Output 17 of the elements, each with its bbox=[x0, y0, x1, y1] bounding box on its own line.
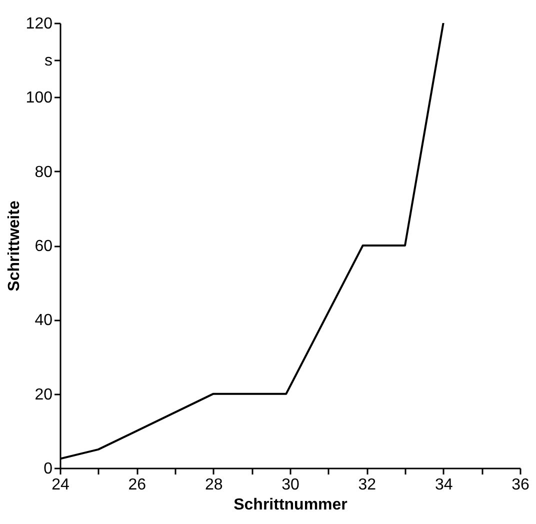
x-tick-label: 30 bbox=[282, 476, 300, 494]
x-axis-title: Schrittnummer bbox=[234, 496, 348, 514]
y-axis-title: Schrittweite bbox=[6, 200, 23, 292]
y-tick-label: 80 bbox=[34, 164, 53, 181]
y-tick-label: 0 bbox=[44, 460, 53, 478]
x-tick-label: 28 bbox=[204, 476, 223, 494]
x-tick-label: 36 bbox=[512, 476, 530, 494]
y-tick-label: 40 bbox=[34, 312, 53, 330]
x-tick-label: 34 bbox=[434, 476, 453, 494]
x-tick-label: 24 bbox=[52, 476, 70, 494]
y-tick-label: 60 bbox=[34, 238, 53, 255]
x-tick-label: 32 bbox=[358, 476, 376, 494]
y-tick-label: 120 bbox=[26, 16, 53, 32]
y-tick-label: 20 bbox=[34, 386, 53, 404]
y-tick-label: 100 bbox=[26, 90, 53, 107]
x-tick-label: 26 bbox=[128, 476, 146, 494]
y-tick-label: s bbox=[44, 52, 52, 70]
